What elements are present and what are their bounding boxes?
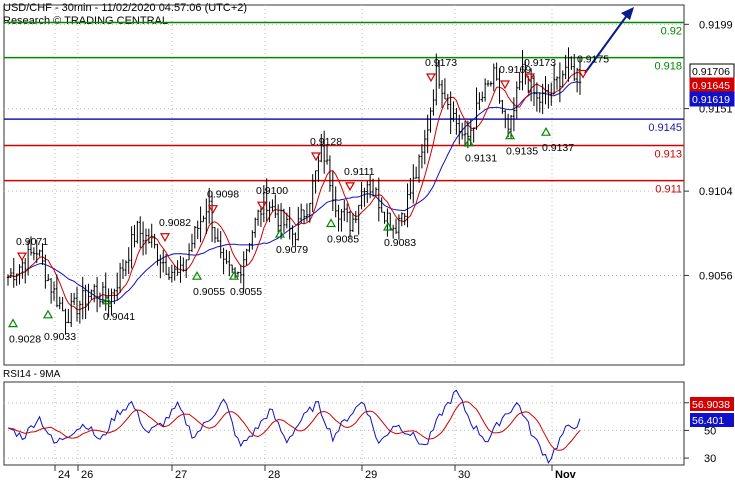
swing-high-label: 0.9169 — [499, 64, 531, 76]
swing-high-label: 0.9082 — [159, 217, 191, 229]
swing-low-marker — [228, 270, 240, 280]
swing-low-label: 0.9079 — [276, 244, 308, 256]
swing-low-marker — [382, 221, 394, 231]
swing-low-label: 0.9135 — [506, 146, 538, 158]
price-panel-frame — [3, 4, 685, 366]
swing-high-marker — [16, 252, 28, 262]
x-tick-label: 26 — [81, 469, 93, 480]
forecast-arrow-head — [621, 7, 634, 20]
y-tick-label: 0.9104 — [699, 186, 733, 198]
swing-low-label: 0.9085 — [327, 234, 359, 246]
swing-low-label: 0.9083 — [384, 237, 416, 249]
swing-low-marker — [7, 318, 19, 328]
x-tick-label: 28 — [268, 469, 280, 480]
swing-low-marker — [42, 309, 54, 319]
swing-high-marker — [256, 201, 268, 211]
rsi-ma-line — [7, 401, 581, 451]
swing-low-marker — [274, 228, 286, 238]
current-price-label: 0.91645 — [692, 80, 730, 92]
swing-high-label: 0.9098 — [207, 189, 239, 201]
swing-high-marker — [344, 182, 356, 192]
candlestick-series — [6, 47, 582, 334]
ma-slow-line — [7, 81, 581, 303]
level-label: 0.913 — [654, 148, 682, 160]
rsi-value-box — [690, 413, 734, 427]
swing-high-label: 0.9173 — [524, 57, 556, 69]
price-axis: 24 26 27 28 29 30 Nov 0.9199 0.9151 0.9104 0.9056 0… — [54, 19, 735, 480]
swing-low-marker — [463, 137, 475, 147]
x-tick-label: Nov — [555, 469, 577, 480]
rsi-value-label: 56.401 — [692, 415, 724, 427]
level-label: 0.92 — [661, 26, 682, 38]
swing-low-marker — [540, 126, 552, 136]
rsi-tick-label: 50 — [704, 425, 716, 437]
swing-low-marker — [325, 218, 337, 228]
swing-high-label: 0.9111 — [344, 166, 375, 178]
rsi-line — [7, 389, 581, 464]
swing-high-marker — [425, 73, 437, 83]
y-tick-label: 0.9151 — [699, 104, 733, 116]
swing-high-marker — [207, 205, 219, 214]
swing-high-marker — [499, 80, 511, 90]
swing-low-marker — [504, 130, 516, 140]
level-label: 0.9145 — [648, 122, 682, 134]
swing-markers: 0.9071 0.9082 0.9098 0.9100 0.9128 0.9111 0.91… — [7, 53, 609, 346]
ma-fast-line — [7, 71, 581, 311]
rsi-title: RSI14 - 9MA — [3, 369, 61, 380]
swing-low-label: 0.9137 — [542, 142, 574, 154]
swing-low-label: 0.9041 — [103, 311, 135, 323]
swing-high-marker — [159, 233, 171, 242]
swing-high-label: 0.9100 — [256, 185, 288, 197]
moving-averages — [7, 7, 634, 311]
swing-high-label: 0.9173 — [425, 57, 457, 69]
rsi-value-box — [690, 397, 734, 411]
y-tick-label: 0.9056 — [699, 270, 733, 282]
rsi-value-label: 56.9038 — [692, 399, 730, 411]
swing-high-label: 0.9071 — [16, 236, 48, 248]
x-tick-label: 27 — [175, 469, 187, 480]
level-label: 0.918 — [654, 61, 682, 73]
current-price-label: 0.91619 — [692, 94, 730, 106]
level-label: 0.911 — [655, 184, 682, 196]
x-tick-label: 30 — [458, 469, 470, 480]
swing-high-marker — [577, 69, 589, 79]
swing-low-label: 0.9028 — [9, 334, 41, 346]
x-tick-label: 24 — [58, 469, 70, 480]
current-price-box — [689, 91, 735, 107]
swing-high-marker — [310, 152, 322, 162]
swing-low-label: 0.9033 — [44, 331, 76, 343]
swing-high-label: 0.9175 — [577, 53, 609, 65]
swing-high-label: 0.9128 — [310, 136, 342, 148]
current-price-label: 0.91706 — [692, 66, 730, 78]
chart-grid — [3, 4, 685, 466]
swing-low-label: 0.9055 — [193, 286, 225, 298]
x-tick-label: 29 — [365, 469, 377, 480]
swing-low-label: 0.9131 — [465, 153, 497, 165]
swing-low-marker — [191, 270, 203, 280]
swing-low-marker — [101, 295, 113, 305]
swing-high-marker — [524, 73, 536, 83]
y-tick-label: 0.9199 — [699, 19, 733, 31]
rsi-tick-label: 30 — [704, 453, 716, 465]
swing-low-label: 0.9055 — [230, 286, 262, 298]
rsi-panel-frame — [3, 381, 685, 466]
forecast-arrow-line — [584, 13, 629, 74]
